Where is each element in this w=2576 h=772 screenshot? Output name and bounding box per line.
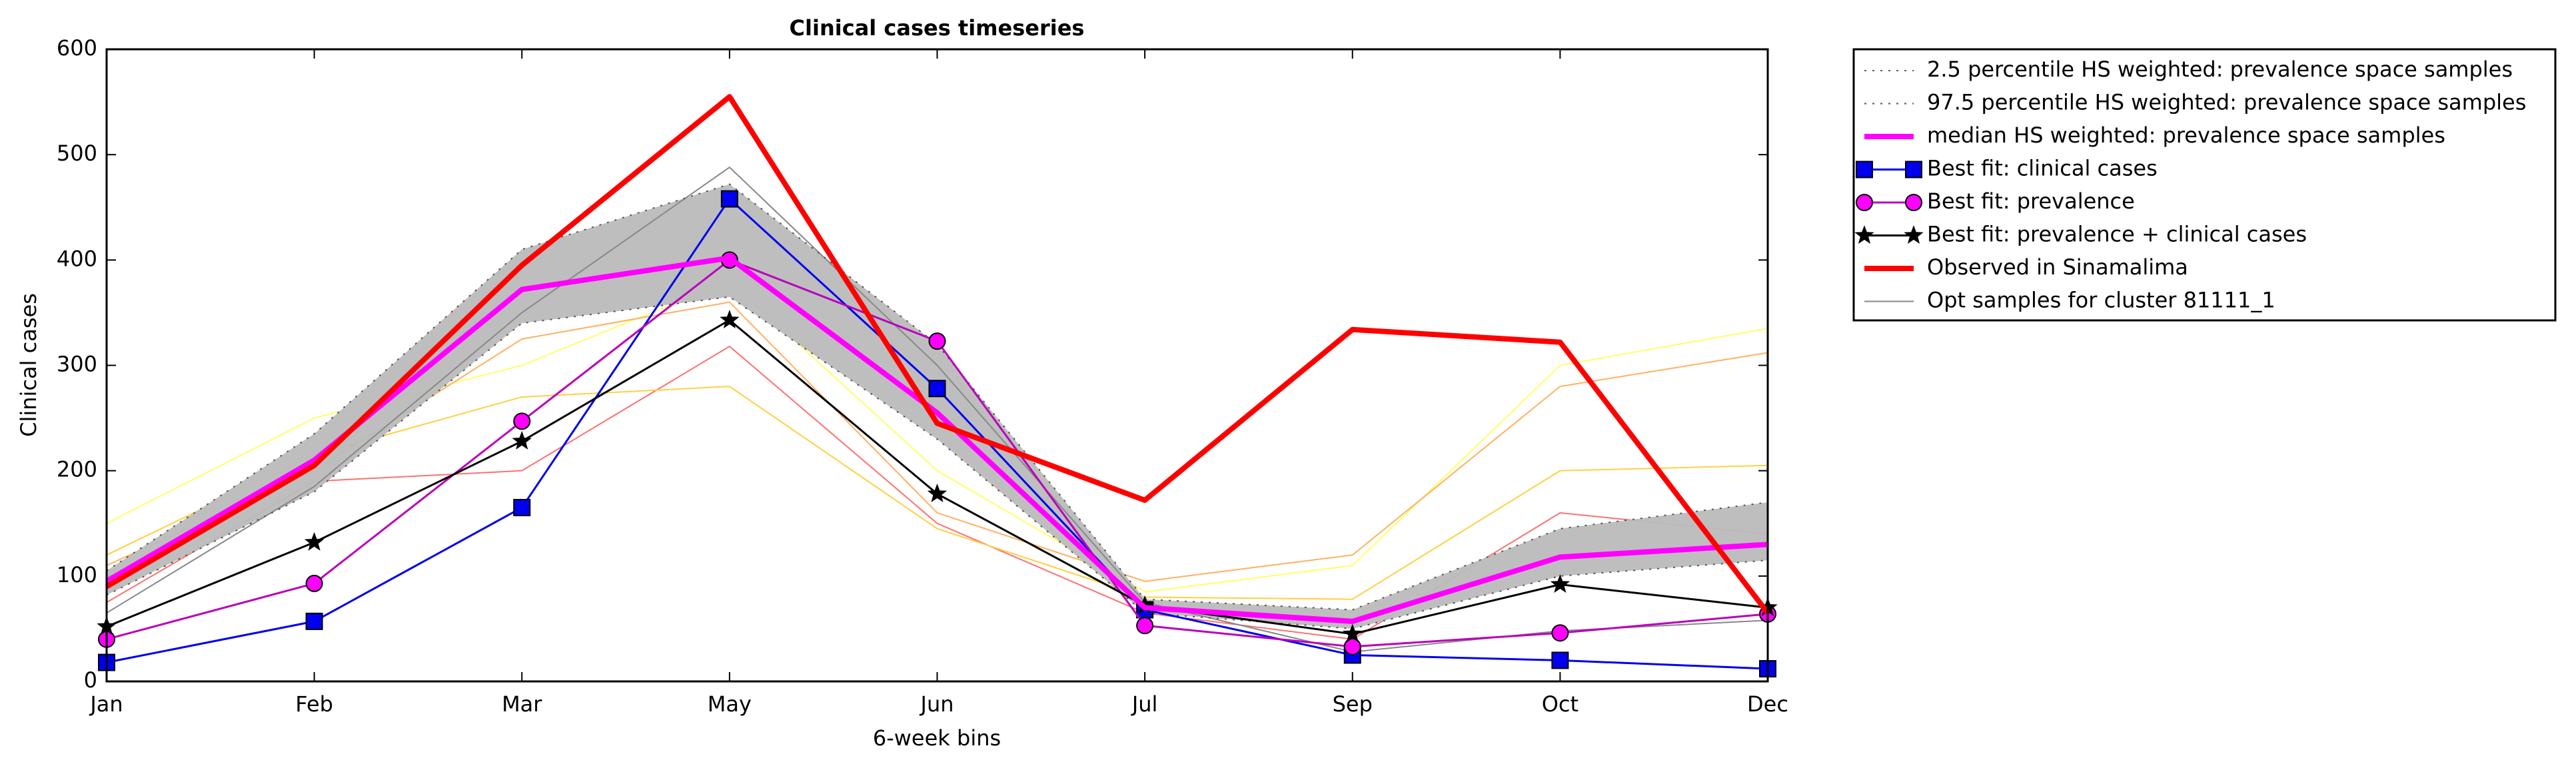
marker-circle <box>928 332 946 350</box>
legend-label: Opt samples for cluster 81111_1 <box>1927 288 2275 313</box>
x-tick-label: Sep <box>1333 691 1373 717</box>
marker-circle <box>1343 637 1361 655</box>
marker-square <box>1551 651 1569 669</box>
marker-circle <box>1856 194 1873 211</box>
x-tick-label: May <box>708 691 752 717</box>
plot-area <box>97 94 1778 678</box>
sample-line <box>106 345 1768 640</box>
y-tick-label: 300 <box>57 352 97 377</box>
marker-square <box>305 612 323 630</box>
chart-title: Clinical cases timeseries <box>790 15 1085 41</box>
legend-label: median HS weighted: prevalence space sam… <box>1927 123 2445 148</box>
marker-star <box>1854 225 1874 244</box>
y-axis-label: Clinical cases <box>16 293 41 437</box>
marker-star <box>512 430 532 450</box>
legend-label: Observed in Sinamalima <box>1927 254 2188 280</box>
percentile-band <box>107 184 1768 629</box>
marker-star <box>720 310 740 328</box>
marker-star <box>1343 623 1363 643</box>
y-tick-label: 100 <box>57 562 97 587</box>
x-tick-label: Oct <box>1542 691 1579 717</box>
y-tick-label: 0 <box>84 667 97 693</box>
marker-square <box>1905 161 1922 179</box>
marker-square <box>720 190 738 208</box>
marker-star <box>1904 225 1924 244</box>
marker-star <box>1550 574 1571 593</box>
y-tick-label: 600 <box>57 35 97 61</box>
marker-circle <box>1905 194 1922 211</box>
marker-star <box>304 532 324 551</box>
marker-circle <box>513 412 531 430</box>
marker-circle <box>1551 624 1569 642</box>
legend-label: Best fit: prevalence + clinical cases <box>1927 222 2307 247</box>
legend-label: 97.5 percentile HS weighted: prevalence … <box>1927 90 2526 115</box>
x-tick-label: Jun <box>920 691 954 717</box>
marker-square <box>1856 161 1873 179</box>
marker-square <box>928 380 946 398</box>
legend-label: Best fit: prevalence <box>1927 189 2135 214</box>
series-line <box>105 94 1770 615</box>
marker-circle <box>305 574 323 592</box>
x-tick-label: Jan <box>89 691 123 717</box>
plot-frame <box>105 48 1769 683</box>
x-axis-label: 6-week bins <box>873 725 1001 751</box>
y-tick-label: 400 <box>57 246 97 271</box>
series-line <box>105 255 1768 624</box>
legend-label: 2.5 percentile HS weighted: prevalence s… <box>1927 57 2513 82</box>
y-tick-label: 500 <box>57 141 97 166</box>
x-tick-label: Mar <box>502 691 542 717</box>
marker-star <box>927 484 948 502</box>
x-tick-label: Dec <box>1747 691 1788 717</box>
legend-box <box>1852 48 2557 322</box>
legend-label: Best fit: clinical cases <box>1927 156 2158 181</box>
x-tick-label: Jul <box>1131 691 1158 717</box>
x-tick-label: Feb <box>295 691 333 717</box>
y-tick-label: 200 <box>57 457 97 482</box>
series-line <box>106 296 1768 629</box>
marker-square <box>513 499 531 517</box>
marker-circle <box>1136 617 1154 635</box>
